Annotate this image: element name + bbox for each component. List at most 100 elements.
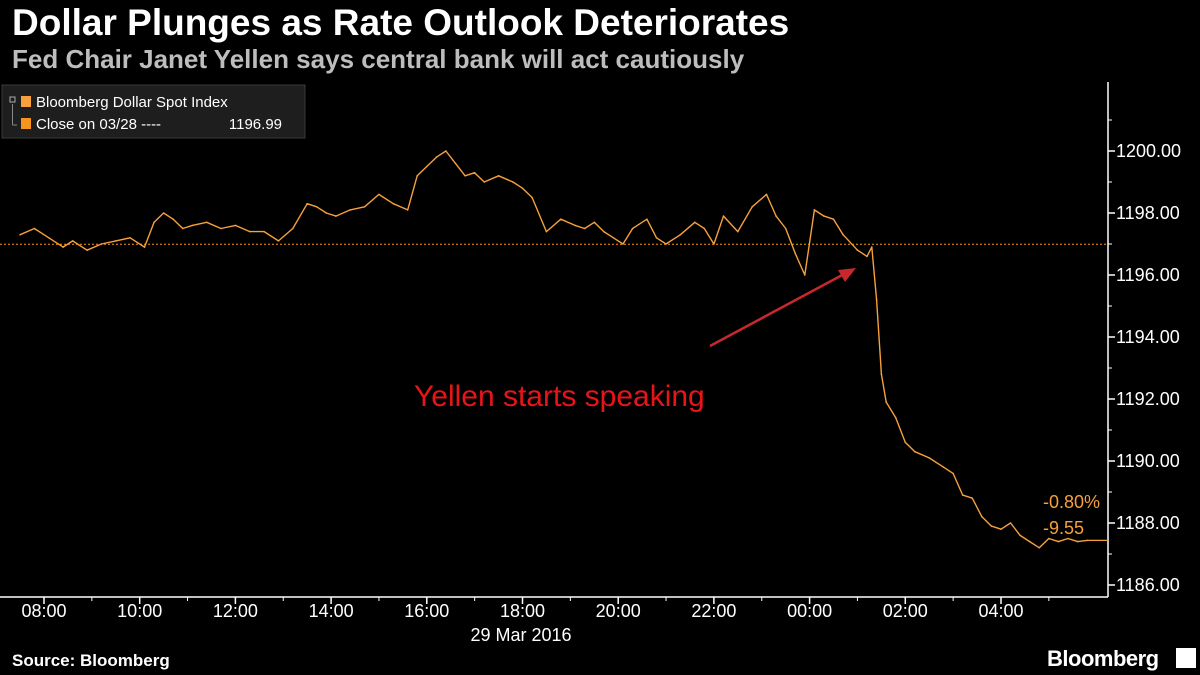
series-point (1019, 534, 1021, 537)
series-point (325, 212, 328, 214)
end-label-change: -9.55 (1043, 518, 1084, 538)
series-point (665, 243, 667, 245)
series-point (248, 230, 251, 233)
chart-subtitle: Fed Chair Janet Yellen says central bank… (12, 44, 745, 74)
x-tick-label: 16:00 (404, 601, 449, 621)
y-tick-label: 1186.00 (1116, 575, 1180, 595)
end-label-pct: -0.80% (1043, 492, 1100, 512)
series-point (751, 206, 753, 208)
series-point (19, 233, 21, 236)
series-point (292, 227, 294, 230)
series-point (823, 215, 825, 217)
series-point (62, 246, 64, 248)
series-point (832, 218, 835, 220)
series-point (71, 240, 74, 242)
series-point (1067, 537, 1069, 540)
series-point (315, 206, 318, 208)
legend-box (1, 84, 306, 139)
series-point (521, 187, 524, 189)
series-point (435, 156, 438, 158)
series-point (871, 246, 873, 248)
x-tick-label: 04:00 (978, 601, 1023, 621)
legend-series-label: Bloomberg Dollar Spot Index (36, 94, 228, 111)
series-point (454, 162, 457, 165)
series-point (181, 227, 184, 230)
series-point (1028, 540, 1031, 543)
x-tick-label: 12:00 (213, 601, 258, 621)
series-point (153, 221, 155, 224)
series-point (894, 416, 897, 419)
series-point (1038, 547, 1041, 549)
series-point (143, 246, 146, 248)
series-point (392, 202, 395, 205)
series-point (737, 230, 739, 233)
series-point (646, 218, 648, 220)
x-tick-label: 18:00 (500, 601, 545, 621)
legend-collapse-icon[interactable] (9, 96, 16, 103)
series-point (655, 237, 658, 239)
series-point (512, 181, 514, 183)
series-point (775, 215, 777, 217)
legend-swatch-series (21, 96, 31, 107)
series-point (406, 209, 409, 211)
series-point (612, 237, 615, 239)
series-point (981, 516, 983, 518)
series-point (464, 175, 466, 177)
series-point (1057, 540, 1060, 543)
series-point (47, 237, 50, 239)
series-point (306, 202, 308, 205)
series-point (952, 472, 954, 475)
legend-close-label: Close on 03/28 ---- (36, 116, 161, 133)
x-tick-label: 08:00 (21, 601, 66, 621)
series-point (713, 243, 715, 245)
series-point (378, 193, 380, 196)
legend-close-value: 1196.99 (229, 116, 282, 133)
series-point (928, 457, 931, 459)
bloomberg-logo: Bloomberg (1047, 646, 1159, 671)
series-point (114, 240, 117, 242)
series-point (693, 221, 696, 224)
series-point (961, 494, 964, 496)
series-point (263, 230, 265, 233)
series-point (172, 218, 174, 220)
series-point (574, 224, 576, 227)
y-axis-ticks: 1186.00 1188.00 1190.00 1192.00 1194.00 1196.… (1108, 119, 1181, 595)
series-point (631, 227, 634, 230)
bloomberg-logo-icon (1176, 648, 1196, 668)
y-tick-label: 1190.00 (1116, 451, 1180, 471)
series-point (234, 224, 237, 227)
series-point (100, 243, 103, 245)
series-point (914, 450, 916, 453)
series-point (703, 227, 706, 230)
x-tick-label: 14:00 (309, 601, 354, 621)
annotation-arrow-shaft (709, 271, 847, 348)
y-tick-label: 1194.00 (1116, 327, 1180, 347)
annotation-text: Yellen starts speaking (414, 380, 705, 413)
x-tick-label: 02:00 (883, 601, 928, 621)
series-point (33, 227, 36, 230)
x-tick-label: 10:00 (117, 601, 162, 621)
x-tick-label: 00:00 (787, 601, 832, 621)
y-tick-label: 1196.00 (1116, 265, 1180, 285)
series-point (86, 249, 88, 251)
series-point (559, 218, 562, 220)
series-point (866, 255, 868, 258)
series-point (416, 175, 419, 177)
series-point (191, 224, 194, 227)
series-point (875, 299, 878, 301)
series-point (842, 233, 844, 236)
series-point (880, 373, 883, 376)
series-point (483, 181, 486, 183)
series-point (583, 227, 586, 230)
series-point (445, 150, 447, 152)
series-point (205, 221, 208, 224)
series-point (622, 243, 624, 245)
series-point (1009, 522, 1012, 524)
y-tick-label: 1192.00 (1116, 389, 1180, 409)
series-point (349, 209, 352, 211)
series-point (220, 227, 222, 230)
series-point (162, 212, 165, 214)
series-point (531, 196, 533, 199)
series-point (426, 165, 428, 168)
x-tick-label: 22:00 (691, 601, 736, 621)
